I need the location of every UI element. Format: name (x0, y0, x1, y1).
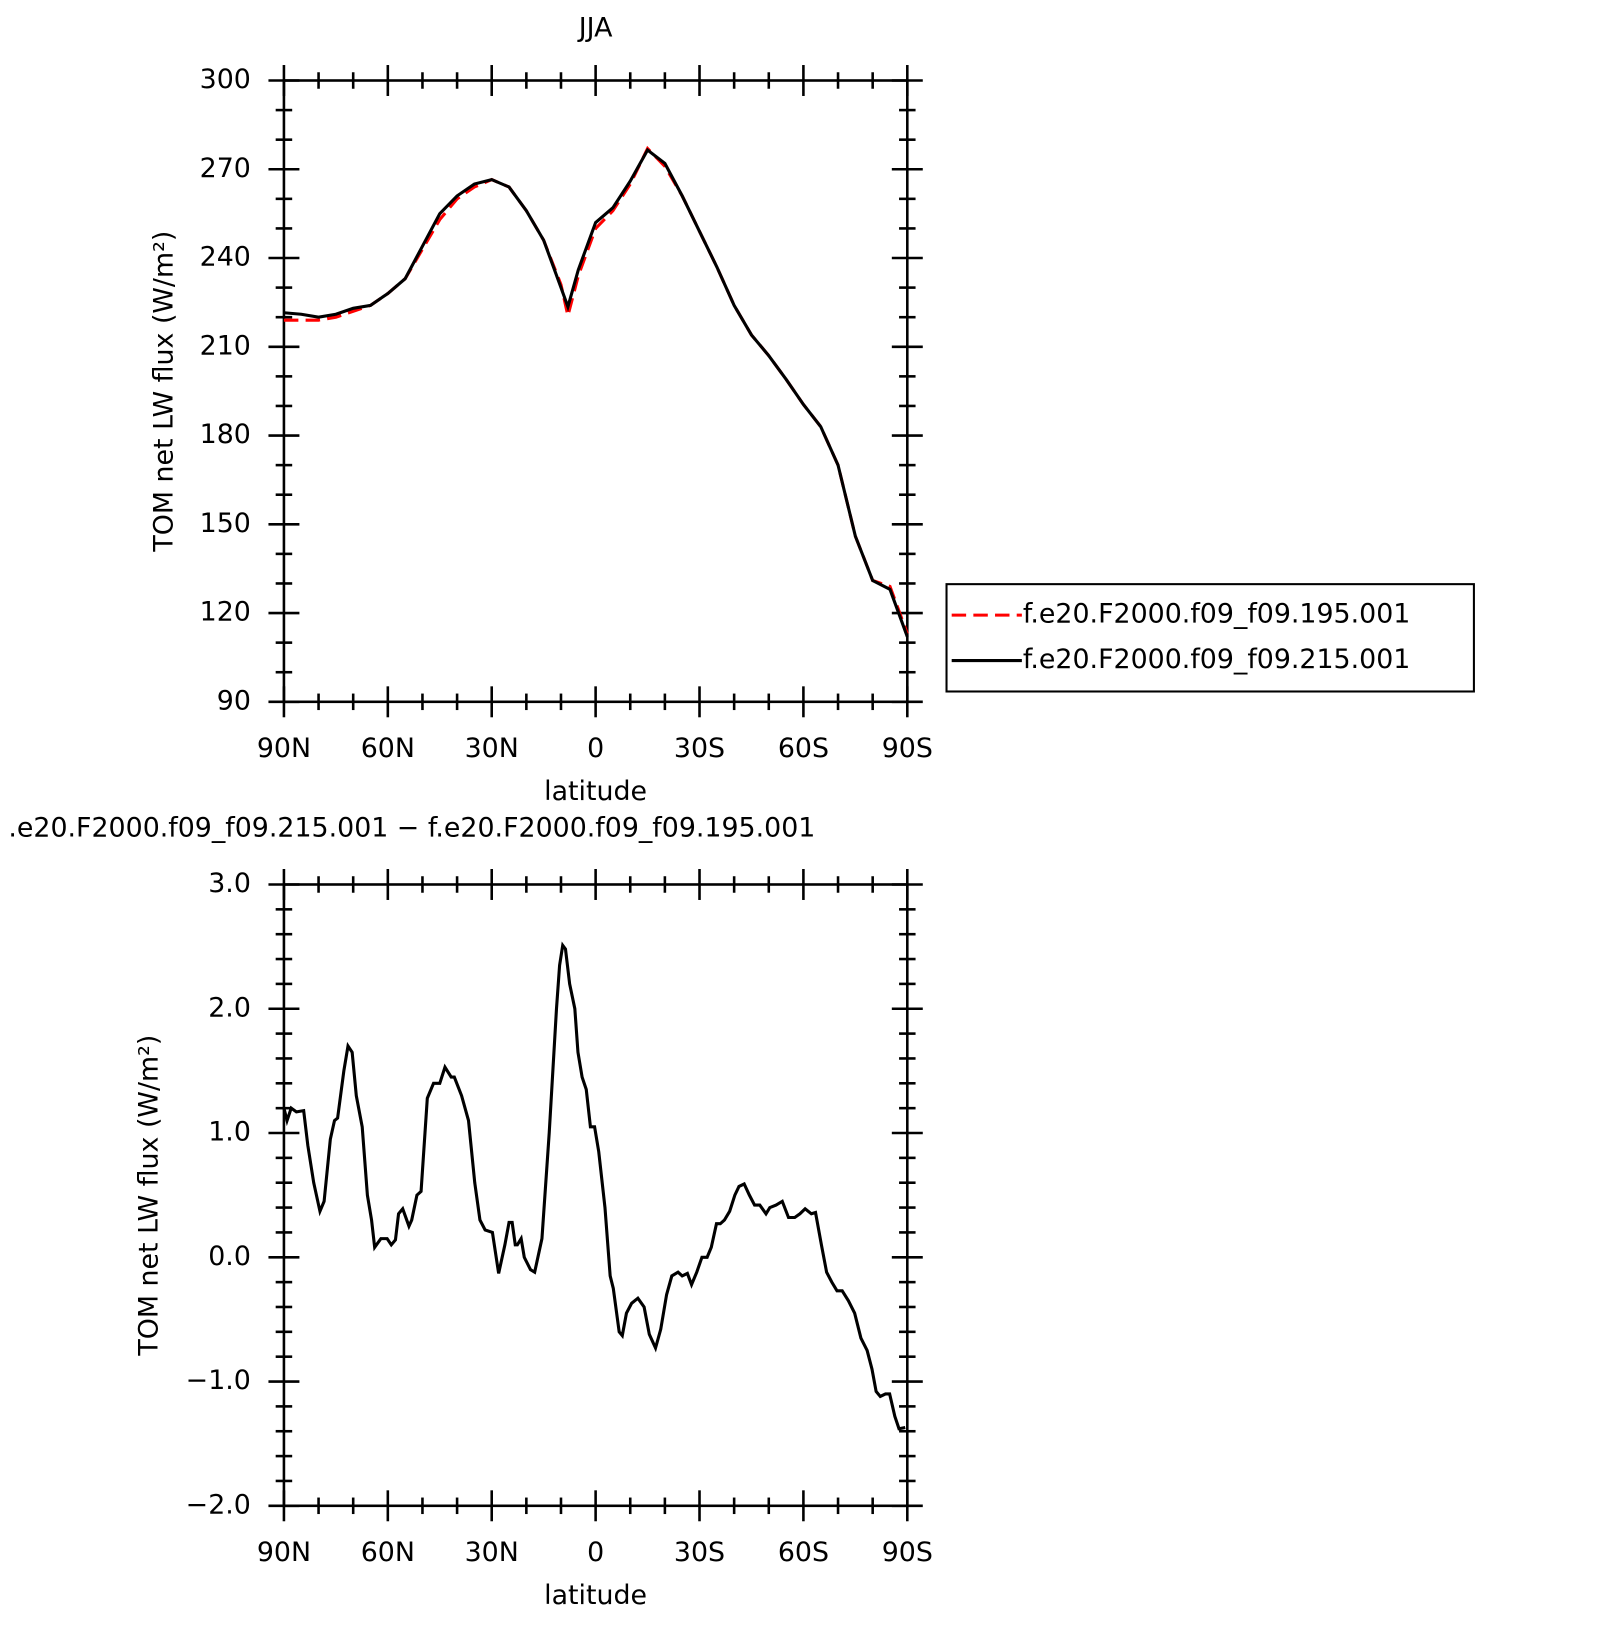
y-tick-label: 300 (200, 64, 251, 95)
y-tick-label: 2.0 (208, 992, 251, 1023)
x-axis-label: latitude (544, 1580, 647, 1611)
chart-title: .e20.F2000.f09_f09.215.001 − f.e20.F2000… (8, 812, 815, 843)
x-tick-label: 60S (778, 1537, 829, 1568)
x-tick-label: 30S (674, 1537, 725, 1568)
x-tick-label: 30N (465, 733, 519, 764)
plot-frame (282, 79, 909, 704)
x-tick-label: 0 (587, 733, 604, 764)
x-tick-label: 90S (882, 1537, 933, 1568)
x-tick-label: 30N (465, 1537, 519, 1568)
x-tick-label: 0 (587, 1537, 604, 1568)
chart-title: JJA (577, 12, 613, 43)
x-tick-label: 30S (674, 733, 725, 764)
y-tick-label: 1.0 (208, 1117, 251, 1148)
data-line (282, 941, 906, 1431)
x-tick-label: 90N (257, 733, 311, 764)
legend-box (945, 583, 1475, 693)
y-tick-label: 120 (200, 597, 251, 628)
x-axis-label: latitude (544, 776, 647, 807)
y-tick-label: 0.0 (208, 1241, 251, 1272)
data-line (283, 147, 909, 638)
y-tick-label: 150 (200, 508, 251, 539)
y-tick-label: 210 (200, 330, 251, 361)
x-tick-label: 60N (361, 733, 415, 764)
x-tick-label: 90N (257, 1537, 311, 1568)
y-tick-label: 3.0 (208, 868, 251, 899)
legend-label: f.e20.F2000.f09_f09.215.001 (1023, 644, 1410, 675)
x-tick-label: 60S (778, 733, 829, 764)
y-axis-label: TOM net LW flux (W/m²) (133, 1035, 164, 1357)
x-tick-label: 90S (882, 733, 933, 764)
y-axis-label: TOM net LW flux (W/m²) (149, 231, 180, 553)
plot-frame (282, 883, 909, 1508)
y-tick-label: 90 (217, 685, 251, 716)
y-tick-label: 180 (200, 419, 251, 450)
y-tick-label: −2.0 (186, 1489, 251, 1520)
legend-label: f.e20.F2000.f09_f09.195.001 (1023, 599, 1410, 630)
y-tick-label: 240 (200, 242, 251, 273)
y-tick-label: 270 (200, 153, 251, 184)
y-tick-label: −1.0 (186, 1365, 251, 1396)
x-tick-label: 60N (361, 1537, 415, 1568)
